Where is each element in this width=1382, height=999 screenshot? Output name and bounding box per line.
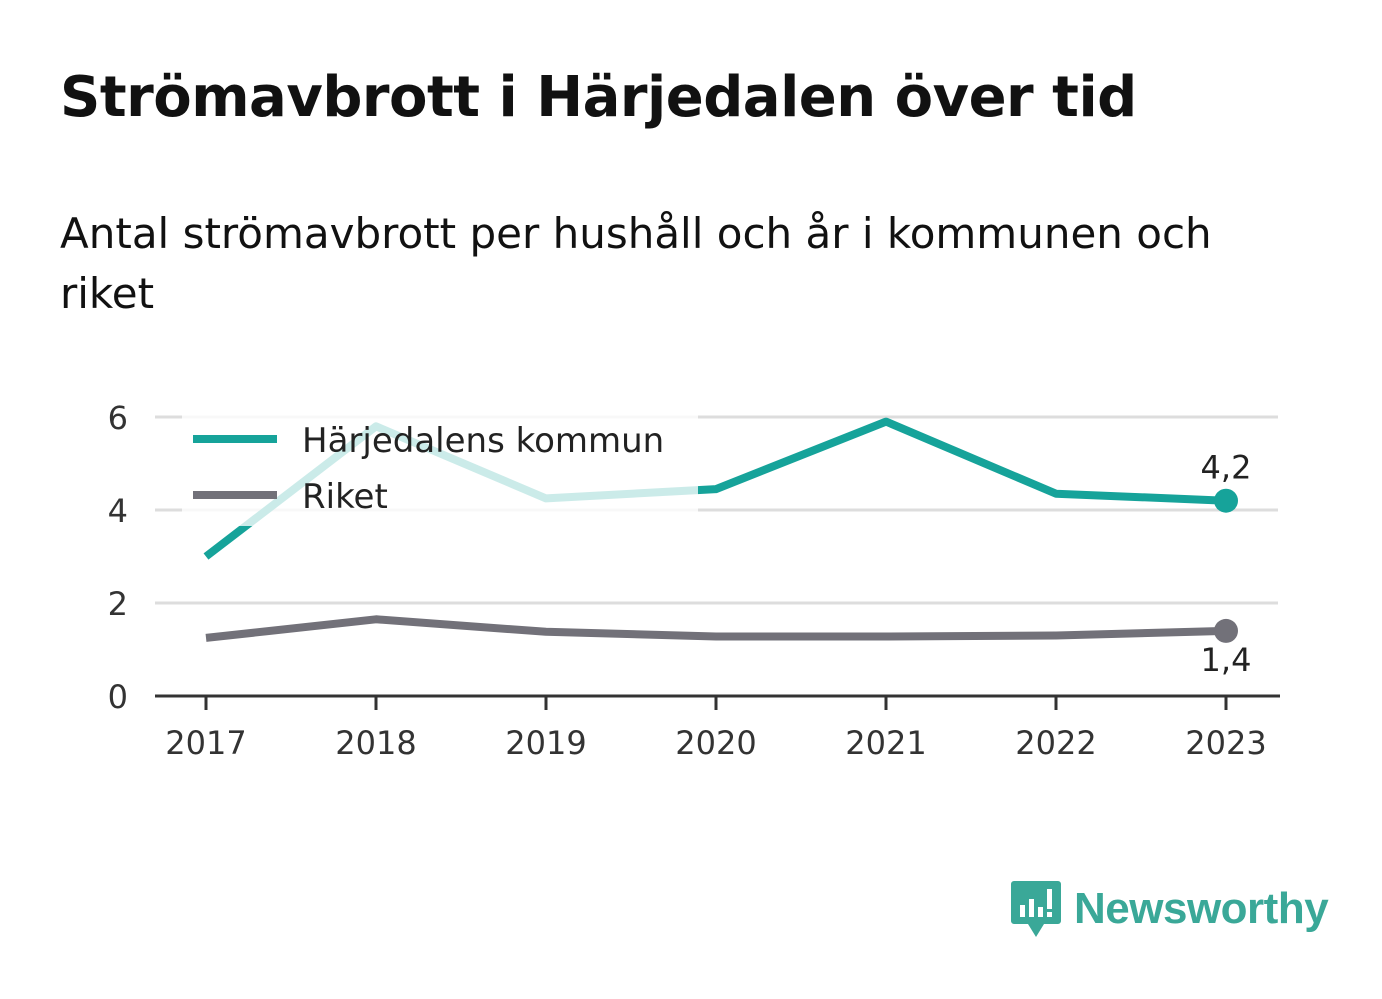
x-tick-label-2018: 2018 — [335, 724, 416, 762]
x-tick-label-2022: 2022 — [1015, 724, 1096, 762]
y-axis-ticks: 0 2 4 6 — [108, 399, 128, 716]
x-tick-label-2021: 2021 — [845, 724, 926, 762]
x-tick-label-2020: 2020 — [675, 724, 756, 762]
newsworthy-logo-icon — [1011, 881, 1061, 937]
y-tick-label-2: 2 — [108, 585, 128, 623]
y-tick-label-4: 4 — [108, 492, 128, 530]
y-tick-label-0: 0 — [108, 678, 128, 716]
x-tick-label-2017: 2017 — [165, 724, 246, 762]
x-tick-label-2023: 2023 — [1185, 724, 1266, 762]
brand-logo: Newsworthy — [1010, 878, 1329, 940]
chart-subtitle: Antal strömavbrott per hushåll och år i … — [60, 209, 1212, 318]
x-axis: 2017 2018 2019 2020 2021 2022 2023 — [155, 694, 1280, 762]
end-markers: 4,2 1,4 — [1201, 449, 1252, 679]
end-point-0 — [1214, 488, 1238, 513]
y-tick-label-6: 6 — [108, 399, 128, 437]
legend-label-harjedalen: Härjedalens kommun — [302, 421, 664, 461]
legend-label-riket: Riket — [302, 477, 388, 517]
end-value-label-0: 4,2 — [1201, 449, 1252, 487]
end-point-1 — [1214, 618, 1238, 643]
chart-title: Strömavbrott i Härjedalen över tid — [60, 65, 1137, 130]
end-value-label-1: 1,4 — [1201, 641, 1252, 679]
series-line-1 — [205, 615, 1227, 642]
brand-name: Newsworthy — [1074, 884, 1329, 933]
x-tick-label-2019: 2019 — [505, 724, 586, 762]
legend: Härjedalens kommun Riket — [182, 408, 698, 526]
legend-background — [182, 408, 698, 526]
